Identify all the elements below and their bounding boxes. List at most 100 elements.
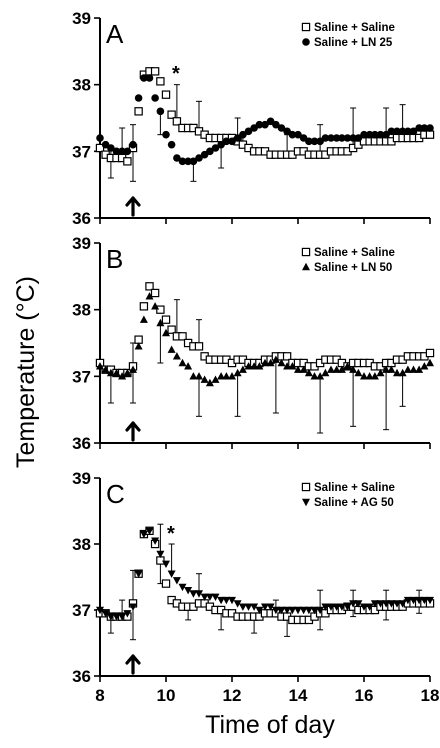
panel-b-series-2-point: [294, 365, 302, 373]
panel-b-series-1-point: [161, 315, 171, 324]
panel-b-series-2-point: [409, 365, 418, 373]
panel-b-series-1-point: [194, 342, 204, 351]
panel-a-series-2-point: [112, 147, 121, 156]
panel-b-series-2-point: [129, 365, 137, 373]
panel-b-series-1-point: [150, 288, 160, 298]
panel-c-series-2-point: [238, 603, 247, 611]
panel-c-series-2-point: [277, 606, 286, 615]
panel-c-series-2-point: [184, 587, 193, 595]
panel-a-series-2-point: [167, 140, 176, 149]
panel-c-y-tick-label: 37: [72, 601, 91, 620]
panel-b-y-tick-label: 39: [72, 234, 91, 253]
panel-c-series-2-point: [123, 610, 132, 618]
panel-c-series-2-point: [398, 600, 407, 608]
panel-b-legend-marker-1: [301, 247, 311, 257]
panel-a-series-1-point: [95, 143, 105, 153]
panel-c-series-2-point: [139, 530, 148, 539]
panel-b-series-2-point: [118, 372, 127, 380]
panel-a-series-2-point: [376, 130, 385, 139]
x-tick-label: 18: [421, 686, 440, 705]
panel-c-series-2-point: [426, 596, 434, 605]
panel-c-series-2-point: [337, 603, 346, 611]
panel-c-series-2-point: [112, 613, 121, 621]
panel-b-series-2-point: [360, 372, 368, 380]
panel-b-y-tick-label: 37: [72, 367, 91, 386]
panel-a-series-2-point: [134, 94, 143, 102]
panel-a-series-2-point: [123, 147, 132, 156]
panel-c-series-2-point: [403, 596, 412, 605]
panel-a-series-2-point: [288, 130, 297, 139]
x-tick-label: 8: [95, 686, 104, 705]
panel-b-series-2-point: [327, 365, 335, 373]
panel-b-series-2-point: [96, 362, 104, 370]
panel-b-series-2-point: [426, 358, 434, 367]
panel-b-series-2-point: [277, 358, 286, 367]
panel-b-y-tick-label: 38: [72, 301, 91, 320]
x-tick-label: 16: [355, 686, 374, 705]
panel-b-series-2-point: [365, 372, 374, 380]
panel-c-series-2-point: [294, 606, 302, 615]
panel-b-series-2-point: [145, 292, 154, 300]
panel-a-series-2-point: [173, 154, 181, 162]
panel-c-series-2-point: [382, 600, 391, 608]
panel-a-series-2-point: [244, 127, 253, 136]
panel-c-series-2-point: [271, 606, 280, 615]
panel-a-series-2-point: [321, 134, 330, 142]
panel-c: 36 37 38 39 8 10 12 14 16 18 C Saline + Saline Salin…: [72, 469, 439, 705]
panel-c-series-2-point: [178, 583, 187, 592]
panel-a-series-2-point: [206, 147, 214, 156]
panel-b-series-2-point: [233, 368, 242, 377]
panel-c-series-2-point: [151, 537, 160, 545]
panel-c-legend-marker-2: [302, 498, 310, 507]
panel-a-series-2-point: [420, 124, 429, 132]
panel-a-series-2-point: [387, 127, 396, 136]
panel-c-letter: C: [106, 479, 125, 509]
panel-b-series-2-point: [172, 352, 181, 360]
x-axis-title: Time of day: [205, 711, 335, 739]
panel-c-series-2-point: [409, 596, 418, 605]
panel-c-series-2-point: [327, 603, 335, 611]
panel-b-series-2-point: [162, 328, 170, 337]
x-tick-label: 10: [157, 686, 176, 705]
panel-a-series-1-point: [150, 67, 160, 76]
panel-b-series-2-point: [238, 365, 247, 373]
panel-b-series-2-point: [370, 372, 379, 380]
panel-b-series-2-point: [420, 362, 429, 370]
panel-b: 36 37 38 39 B Saline + Saline Saline + LN 50: [72, 234, 435, 453]
panel-b-series-2-point: [167, 345, 176, 353]
panel-c-series-2-point: [250, 603, 259, 611]
panel-c-series-2-point: [261, 603, 269, 611]
panel-c-series-2-point: [205, 593, 214, 601]
panel-c-series-2-point: [96, 606, 104, 615]
panel-b-series-2-point: [101, 365, 110, 373]
panel-a-series-2-point: [140, 74, 148, 82]
panel-a-series-2-point: [415, 124, 423, 132]
panel-c-series-2-point: [415, 596, 424, 605]
panel-c-series-1-point: [161, 579, 171, 588]
panel-a-series-2-point: [343, 134, 352, 142]
panel-b-legend-marker-2: [302, 262, 310, 271]
panel-a-series-2-point: [261, 120, 269, 129]
panel-a-series-2-point: [338, 134, 346, 142]
panel-a-series-2-point: [272, 120, 280, 129]
panel-c-series-2-point: [393, 600, 401, 608]
panel-b-series-2-point: [349, 365, 358, 373]
panel-c-series-2-point: [349, 600, 358, 608]
panel-c-series-2-point: [162, 560, 170, 568]
panel-a-series-2-point: [96, 134, 104, 142]
panel-a-series-2-point: [239, 130, 247, 139]
panel-a-series-1-point: [134, 107, 143, 116]
panel-b-series-2-point: [222, 372, 231, 380]
panel-c-legend-marker-1: [301, 482, 311, 492]
panel-b-series-2-point: [151, 302, 160, 310]
panel-a-series-2-point: [195, 154, 203, 162]
panel-b-series-2-point: [205, 378, 214, 387]
panel-c-series-2-point: [316, 606, 325, 615]
panel-b-series-2-point: [299, 365, 308, 373]
panel-a-series-2-point: [222, 137, 231, 146]
panel-b-series-2-point: [184, 362, 193, 370]
panel-c-series-2-point: [200, 593, 209, 601]
panel-b-series-2-point: [415, 365, 424, 373]
panel-a-series-2-point: [332, 134, 341, 142]
